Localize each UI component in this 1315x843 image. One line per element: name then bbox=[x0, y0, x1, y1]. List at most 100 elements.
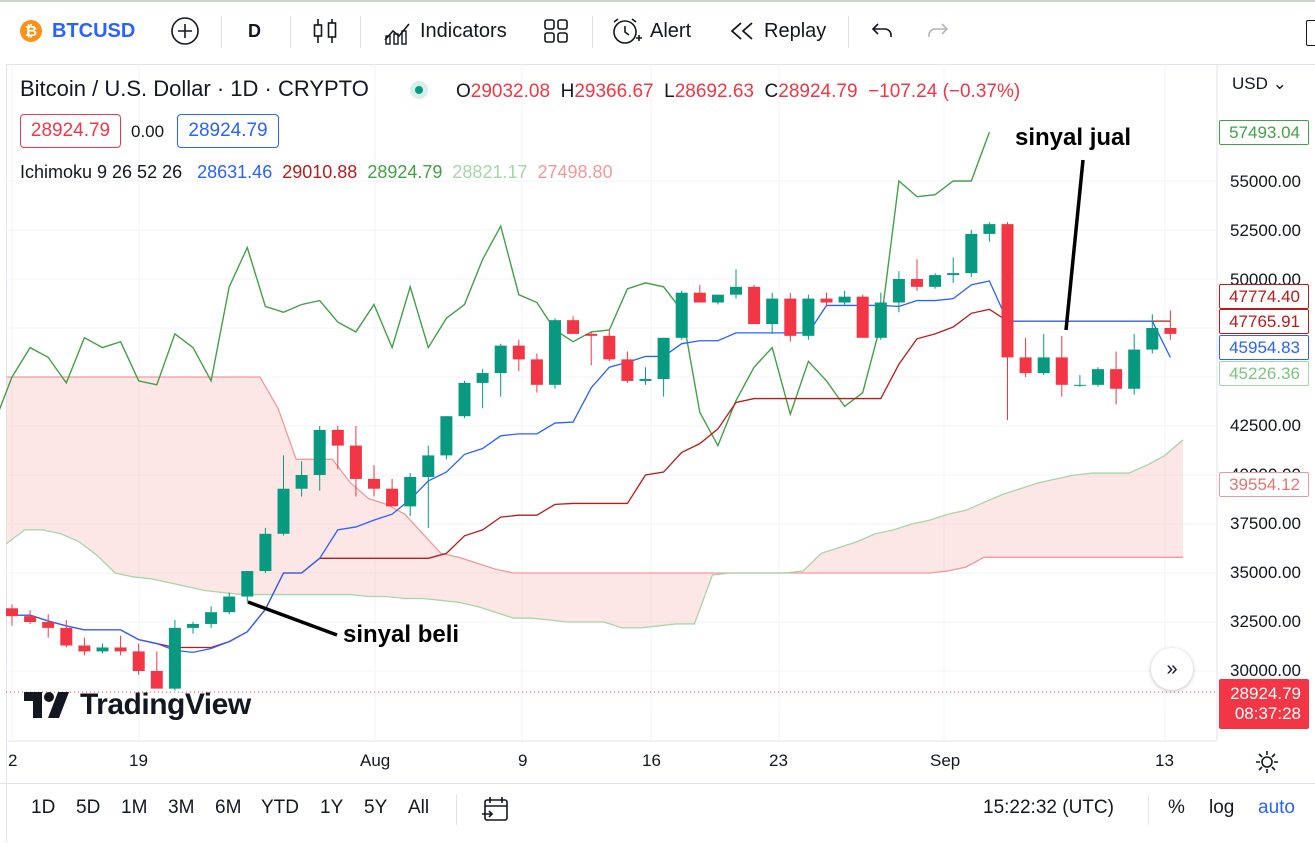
undo-button[interactable] bbox=[870, 2, 894, 60]
candle-body bbox=[24, 616, 37, 622]
sell-signal-line bbox=[1064, 159, 1085, 331]
time-tick: 13 bbox=[1155, 751, 1174, 770]
candle-body bbox=[331, 429, 344, 446]
tradingview-logo-icon bbox=[24, 692, 69, 718]
rewind-icon bbox=[730, 22, 753, 40]
range-all[interactable]: All bbox=[408, 797, 430, 818]
auto-toggle[interactable]: auto bbox=[1258, 797, 1295, 818]
range-5d[interactable]: 5D bbox=[76, 797, 101, 818]
candle-body bbox=[150, 671, 163, 689]
chart-type-button[interactable] bbox=[312, 2, 338, 60]
layouts-button[interactable] bbox=[542, 2, 570, 60]
panel-toggle-icon[interactable] bbox=[1306, 20, 1315, 46]
candle-body bbox=[1055, 357, 1068, 385]
candle-body bbox=[96, 647, 109, 652]
bottom-toolbar bbox=[0, 783, 1315, 843]
candle-body bbox=[748, 286, 761, 325]
time-tick: 19 bbox=[129, 751, 148, 770]
kijun-tag: 47774.40 bbox=[1219, 284, 1309, 309]
candle-body bbox=[187, 623, 199, 628]
plus-circle-icon bbox=[171, 17, 199, 45]
price-tick: 30000.00 bbox=[1230, 661, 1301, 680]
candle-body bbox=[241, 571, 254, 597]
candle-body bbox=[295, 475, 308, 489]
kijun-tag-2: 47765.91 bbox=[1219, 309, 1309, 334]
candle-body bbox=[1092, 369, 1104, 385]
candle-body bbox=[476, 373, 489, 383]
price-tick: 42500.00 bbox=[1230, 416, 1301, 435]
compare-button[interactable] bbox=[170, 2, 200, 60]
kijun-value: 29010.88 bbox=[282, 162, 358, 182]
range-5y[interactable]: 5Y bbox=[364, 797, 388, 818]
spread-value: 0.00 bbox=[131, 122, 165, 141]
candle-body bbox=[205, 612, 218, 624]
open-value: 29032.08 bbox=[470, 81, 551, 102]
ichimoku-label: Ichimoku 9 26 52 26 bbox=[20, 162, 183, 182]
range-ytd[interactable]: YTD bbox=[261, 797, 299, 818]
range-6m[interactable]: 6M bbox=[215, 797, 242, 818]
percent-toggle[interactable]: % bbox=[1168, 797, 1185, 818]
currency-label: USD bbox=[1232, 74, 1268, 93]
candle-body bbox=[820, 298, 833, 303]
candle-body bbox=[621, 359, 634, 381]
range-1y[interactable]: 1Y bbox=[320, 797, 344, 818]
candle-body bbox=[1164, 328, 1177, 334]
price-tick-partial: 40000.00 bbox=[1230, 465, 1301, 473]
ichimoku-cloud bbox=[6, 376, 1184, 629]
lagging-span-line bbox=[0, 131, 991, 448]
time-tick: Sep bbox=[930, 751, 961, 770]
utc-clock[interactable]: 15:22:32 (UTC) bbox=[983, 797, 1114, 818]
candle-body bbox=[494, 345, 507, 374]
candle-body bbox=[42, 622, 55, 628]
settings-gear-icon[interactable] bbox=[1254, 749, 1280, 775]
time-tick: 23 bbox=[769, 751, 788, 770]
indicators-button[interactable]: Indicators bbox=[382, 2, 507, 60]
interval-button[interactable]: D bbox=[248, 20, 261, 41]
candle-body bbox=[223, 596, 236, 613]
candle-body bbox=[911, 279, 923, 287]
price-tick: 55000.00 bbox=[1230, 172, 1301, 191]
ichimoku-legend[interactable]: Ichimoku 9 26 52 26 28631.46 29010.88 28… bbox=[20, 162, 613, 183]
chart-grid bbox=[6, 64, 1218, 742]
tenkan-line bbox=[12, 280, 1171, 654]
candle-body bbox=[730, 286, 742, 295]
top-toolbar: ₿ BTCUSD D Indicators Alert Replay bbox=[0, 0, 1315, 60]
low-value: 28692.63 bbox=[674, 81, 754, 102]
candle-body bbox=[1037, 357, 1050, 374]
range-3m[interactable]: 3M bbox=[168, 797, 195, 818]
symbol-label: BTCUSD bbox=[52, 19, 136, 42]
logo-text: TradingView bbox=[80, 688, 251, 721]
symbol-title[interactable]: Bitcoin / U.S. Dollar · 1D · CRYPTO bbox=[20, 76, 369, 101]
lagging-span-tag: 57493.04 bbox=[1219, 120, 1309, 145]
scroll-to-latest-button[interactable]: » bbox=[1151, 648, 1193, 690]
buy-button[interactable]: 28924.79 bbox=[177, 114, 279, 148]
candle-body bbox=[530, 359, 543, 385]
date-range-icon[interactable] bbox=[480, 796, 510, 824]
candle-body bbox=[657, 337, 670, 379]
span-a-line bbox=[6, 439, 1184, 629]
bitcoin-icon: ₿ bbox=[20, 20, 42, 42]
span-b-line bbox=[6, 376, 1184, 574]
alert-button[interactable]: Alert bbox=[610, 2, 691, 60]
candle-body bbox=[856, 296, 869, 338]
candle-body bbox=[60, 627, 73, 646]
candle-body bbox=[313, 429, 326, 475]
sell-button[interactable]: 28924.79 bbox=[20, 114, 121, 148]
candle-body bbox=[549, 320, 561, 385]
symbol-search[interactable]: ₿ BTCUSD bbox=[20, 2, 135, 60]
candles-icon bbox=[313, 19, 337, 43]
tradingview-logo: TradingView bbox=[24, 688, 251, 722]
lagging-value: 28924.79 bbox=[367, 162, 443, 182]
annotation-lines bbox=[247, 159, 1085, 637]
redo-button[interactable] bbox=[926, 2, 950, 60]
open-key: O bbox=[456, 81, 471, 102]
log-toggle[interactable]: log bbox=[1209, 797, 1235, 818]
replay-button[interactable]: Replay bbox=[728, 2, 826, 60]
chevron-down-icon: ⌄ bbox=[1272, 74, 1287, 93]
range-1m[interactable]: 1M bbox=[121, 797, 148, 818]
candle-body bbox=[947, 273, 960, 276]
currency-selector[interactable]: USD ⌄ bbox=[1232, 74, 1287, 94]
range-1d[interactable]: 1D bbox=[31, 797, 56, 818]
price-tick: 52500.00 bbox=[1230, 221, 1301, 240]
